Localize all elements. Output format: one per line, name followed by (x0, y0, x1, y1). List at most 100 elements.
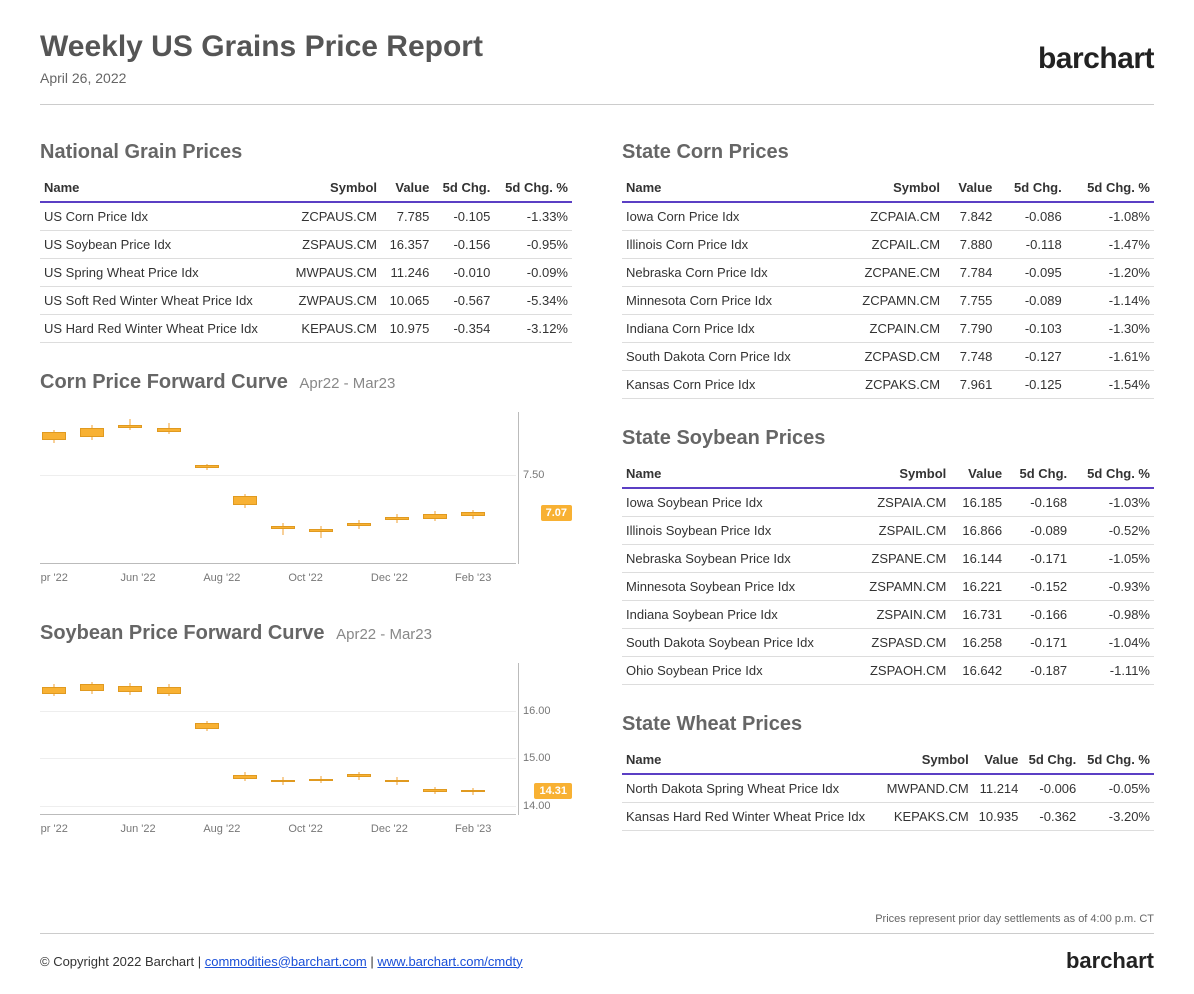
candle (385, 663, 409, 814)
cell-value: 7.755 (944, 287, 996, 315)
cell-symbol: ZSPAUS.CM (283, 231, 381, 259)
table-row: Iowa Soybean Price IdxZSPAIA.CM16.185-0.… (622, 488, 1154, 517)
candle (157, 663, 181, 814)
cell-value: 7.961 (944, 371, 996, 399)
cell-value: 10.065 (381, 287, 433, 315)
cell-chgpct: -1.03% (1071, 488, 1154, 517)
state-corn-table: NameSymbolValue5d Chg.5d Chg. %Iowa Corn… (622, 174, 1154, 399)
table-row: South Dakota Corn Price IdxZCPASD.CM7.74… (622, 343, 1154, 371)
col-chg: 5d Chg. (1006, 460, 1071, 488)
table-row: Nebraska Soybean Price IdxZSPANE.CM16.14… (622, 545, 1154, 573)
footer-left: © Copyright 2022 Barchart | commodities@… (40, 954, 523, 969)
x-tick-label: Jun '22 (120, 572, 155, 584)
cell-value: 7.785 (381, 202, 433, 231)
cell-chgpct: -3.12% (494, 315, 572, 343)
x-tick-label: Oct '22 (288, 572, 323, 584)
cell-value: 7.784 (944, 259, 996, 287)
cell-symbol: ZSPAIA.CM (851, 488, 950, 517)
x-tick-label: Oct '22 (288, 823, 323, 835)
cell-chg: -0.089 (1006, 517, 1071, 545)
state-soybean-table: NameSymbolValue5d Chg.5d Chg. %Iowa Soyb… (622, 460, 1154, 685)
col-chgpct: 5d Chg. % (1071, 460, 1154, 488)
cell-chgpct: -1.61% (1066, 343, 1154, 371)
table-row: Minnesota Corn Price IdxZCPAMN.CM7.755-0… (622, 287, 1154, 315)
cell-name: Kansas Hard Red Winter Wheat Price Idx (622, 803, 879, 831)
table-row: US Spring Wheat Price IdxMWPAUS.CM11.246… (40, 259, 572, 287)
cell-value: 16.221 (950, 573, 1006, 601)
right-column: State Corn Prices NameSymbolValue5d Chg.… (622, 135, 1154, 873)
candle (42, 663, 66, 814)
cell-chg: -0.089 (996, 287, 1065, 315)
cell-chgpct: -1.20% (1066, 259, 1154, 287)
chart-y-axis: 7.50 (518, 412, 572, 564)
cell-chgpct: -1.47% (1066, 231, 1154, 259)
cell-symbol: KEPAUS.CM (283, 315, 381, 343)
col-name: Name (622, 746, 879, 774)
cell-chgpct: -1.11% (1071, 657, 1154, 685)
candle (271, 412, 295, 563)
cell-name: Indiana Soybean Price Idx (622, 601, 851, 629)
cell-name: Illinois Corn Price Idx (622, 231, 837, 259)
copyright-text: © Copyright 2022 Barchart (40, 954, 194, 969)
cell-value: 10.935 (973, 803, 1023, 831)
cell-chg: -0.010 (433, 259, 494, 287)
cell-symbol: MWPAND.CM (879, 774, 973, 803)
chart-plot-area (40, 663, 516, 815)
candle (195, 663, 219, 814)
cell-chgpct: -1.14% (1066, 287, 1154, 315)
soy-chart-range: Apr22 - Mar23 (336, 626, 432, 643)
state-soy-title: State Soybean Prices (622, 427, 1154, 450)
cmdty-url-link[interactable]: www.barchart.com/cmdty (377, 954, 522, 969)
candle (233, 412, 257, 563)
col-chgpct: 5d Chg. % (1080, 746, 1154, 774)
gridline (40, 758, 516, 759)
table-row: Iowa Corn Price IdxZCPAIA.CM7.842-0.086-… (622, 202, 1154, 231)
candle (118, 412, 142, 563)
cell-chgpct: -1.04% (1071, 629, 1154, 657)
cell-chg: -0.362 (1022, 803, 1080, 831)
cell-chg: -0.168 (1006, 488, 1071, 517)
cell-name: Ohio Soybean Price Idx (622, 657, 851, 685)
cell-symbol: ZSPAIN.CM (851, 601, 950, 629)
cell-symbol: ZSPANE.CM (851, 545, 950, 573)
candle (385, 412, 409, 563)
table-row: Ohio Soybean Price IdxZSPAOH.CM16.642-0.… (622, 657, 1154, 685)
left-column: National Grain Prices NameSymbolValue5d … (40, 135, 572, 873)
col-symbol: Symbol (283, 174, 381, 202)
contact-email-link[interactable]: commodities@barchart.com (205, 954, 367, 969)
cell-symbol: ZCPAUS.CM (283, 202, 381, 231)
table-row: US Hard Red Winter Wheat Price IdxKEPAUS… (40, 315, 572, 343)
cell-chg: -0.567 (433, 287, 494, 315)
x-tick-label: Feb '23 (455, 823, 491, 835)
corn-forward-curve-chart: 7.507.07pr '22Jun '22Aug '22Oct '22Dec '… (40, 404, 572, 594)
cell-chg: -0.187 (1006, 657, 1071, 685)
chart-plot-area (40, 412, 516, 564)
col-name: Name (622, 174, 837, 202)
col-value: Value (944, 174, 996, 202)
cell-symbol: ZWPAUS.CM (283, 287, 381, 315)
col-name: Name (622, 460, 851, 488)
cell-chg: -0.156 (433, 231, 494, 259)
page-title: Weekly US Grains Price Report (40, 30, 483, 64)
col-chg: 5d Chg. (996, 174, 1065, 202)
cell-name: US Soft Red Winter Wheat Price Idx (40, 287, 283, 315)
cell-value: 10.975 (381, 315, 433, 343)
table-row: Minnesota Soybean Price IdxZSPAMN.CM16.2… (622, 573, 1154, 601)
cell-chg: -0.152 (1006, 573, 1071, 601)
cell-chgpct: -1.33% (494, 202, 572, 231)
candle (461, 663, 485, 814)
cell-symbol: ZCPAIA.CM (837, 202, 944, 231)
cell-symbol: ZCPAIL.CM (837, 231, 944, 259)
footer-brand-logo: barchart (1066, 948, 1154, 974)
cell-chg: -0.105 (433, 202, 494, 231)
cell-name: Nebraska Corn Price Idx (622, 259, 837, 287)
corn-chart-title: Corn Price Forward Curve Apr22 - Mar23 (40, 371, 572, 394)
cell-name: Iowa Corn Price Idx (622, 202, 837, 231)
cell-chg: -0.171 (1006, 545, 1071, 573)
cell-value: 16.357 (381, 231, 433, 259)
x-tick-label: pr '22 (41, 823, 68, 835)
table-row: Indiana Corn Price IdxZCPAIN.CM7.790-0.1… (622, 315, 1154, 343)
cell-name: US Corn Price Idx (40, 202, 283, 231)
cell-chg: -0.354 (433, 315, 494, 343)
candle (347, 412, 371, 563)
